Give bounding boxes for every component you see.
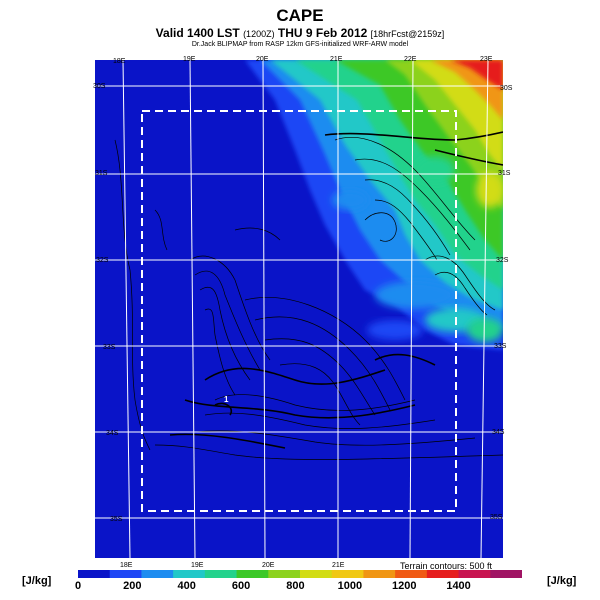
unit-label-right: [J/kg] bbox=[547, 575, 577, 587]
color-scale-swatch bbox=[204, 570, 238, 578]
lat-label-right: 32S bbox=[496, 257, 509, 264]
cape-patch bbox=[332, 190, 368, 210]
cape-band-1200 bbox=[450, 60, 503, 90]
cape-patch bbox=[367, 320, 423, 340]
lon-label-bottom: 21E bbox=[332, 562, 345, 569]
cape-patch bbox=[467, 318, 503, 342]
lon-label-top: 23E bbox=[480, 56, 493, 63]
terrain-contours bbox=[114, 137, 503, 460]
utc-time: (1200Z) bbox=[243, 29, 275, 39]
color-scale-tick: 400 bbox=[177, 580, 196, 592]
lon-label-top: 21E bbox=[330, 56, 343, 63]
color-scale-swatch bbox=[395, 570, 428, 578]
color-scale-tick: 1200 bbox=[391, 580, 417, 592]
lat-label-left: 34S bbox=[106, 430, 119, 437]
lon-label-top: 22E bbox=[404, 56, 417, 63]
color-scale-swatch bbox=[426, 570, 460, 578]
cape-field-layers bbox=[245, 60, 503, 350]
lat-label-right: 35S bbox=[490, 514, 503, 521]
lat-label-right: 31S bbox=[498, 170, 511, 177]
color-scale-tick: 0 bbox=[74, 580, 82, 592]
cape-map bbox=[95, 60, 503, 558]
lon-label-top: 20E bbox=[256, 56, 269, 63]
lat-label-left: 32S bbox=[96, 257, 109, 264]
lat-label-right: 33S bbox=[494, 343, 507, 350]
color-scale-tick: 1400 bbox=[446, 580, 471, 592]
lon-label-top: 19E bbox=[183, 56, 196, 63]
cape-patch bbox=[375, 281, 455, 309]
color-scale-tick: 1000 bbox=[337, 580, 363, 592]
site-marker: 1 bbox=[224, 395, 229, 404]
color-scale-swatch bbox=[490, 570, 522, 578]
lat-label-left: 35S bbox=[110, 516, 123, 523]
bold-contours bbox=[169, 131, 503, 449]
valid-time: Valid 1400 LST bbox=[155, 26, 240, 40]
lon-label-bottom: 18E bbox=[120, 562, 133, 569]
color-scale-tick: 200 bbox=[123, 580, 142, 592]
inner-domain-box bbox=[141, 110, 457, 512]
color-scale-swatch bbox=[236, 570, 269, 578]
color-scale-swatch bbox=[300, 570, 333, 578]
cape-patch bbox=[415, 156, 455, 184]
color-scale-swatch bbox=[458, 570, 491, 578]
terrain-contour-note: Terrain contours: 500 ft bbox=[400, 561, 493, 571]
cape-patch bbox=[476, 172, 503, 208]
color-scale-swatch bbox=[268, 570, 301, 578]
unit-label-left: [J/kg] bbox=[22, 575, 52, 587]
color-scale-swatch bbox=[141, 570, 174, 578]
color-scale-tick: 800 bbox=[286, 580, 305, 592]
color-scale-tick: 600 bbox=[231, 580, 251, 592]
forecast-date: THU 9 Feb 2012 bbox=[277, 26, 368, 40]
lon-label-bottom: 20E bbox=[262, 562, 275, 569]
lat-label-left: 33S bbox=[103, 344, 116, 351]
lat-label-right: 34S bbox=[492, 429, 505, 436]
lat-lon-grid bbox=[95, 60, 503, 558]
lon-label-bottom: 19E bbox=[191, 562, 204, 569]
lon-label-top: 18E bbox=[113, 58, 126, 65]
lat-label-right: 30S bbox=[500, 85, 513, 92]
valid-time-subtitle: Valid 1400 LST (1200Z) THU 9 Feb 2012 [1… bbox=[0, 26, 600, 40]
color-scale-swatch bbox=[78, 570, 111, 578]
lat-label-left: 31S bbox=[95, 170, 108, 177]
color-scale-swatch bbox=[173, 570, 206, 578]
color-scale-swatch bbox=[109, 570, 142, 578]
map-title: CAPE bbox=[276, 6, 324, 25]
color-scale-swatch bbox=[331, 570, 364, 578]
model-credit: Dr.Jack BLIPMAP from RASP 12km GFS-initi… bbox=[191, 41, 409, 48]
color-scale-bar bbox=[78, 570, 522, 578]
forecast-meta: [18hrFcst@2159z] bbox=[370, 29, 445, 39]
lat-label-left: 30S bbox=[93, 83, 106, 90]
color-scale-swatch bbox=[363, 570, 396, 578]
